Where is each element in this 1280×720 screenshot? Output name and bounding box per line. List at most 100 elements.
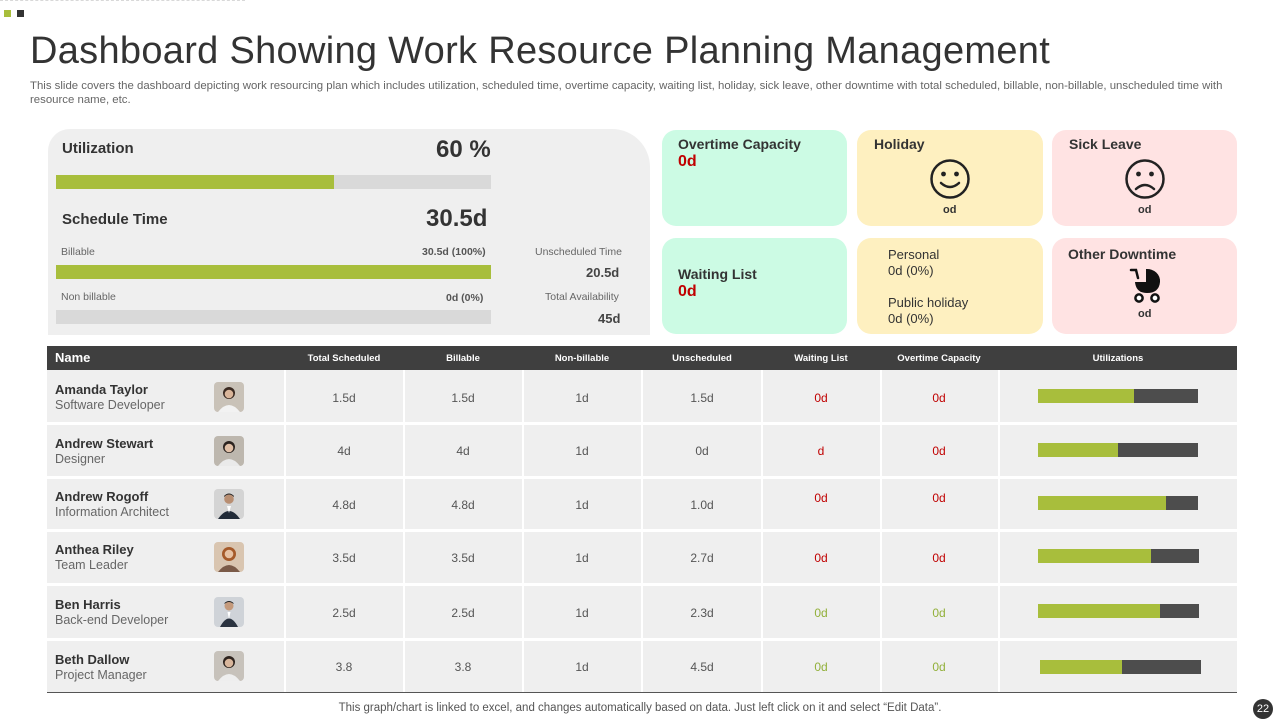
- resource-name: Amanda Taylor: [55, 382, 148, 397]
- dark-square: [17, 10, 24, 17]
- total-scheduled-cell: 4d: [337, 444, 351, 458]
- stroller-icon: [1127, 266, 1165, 304]
- resource-name: Anthea Riley: [55, 542, 134, 557]
- public-holiday-label: Public holiday: [888, 295, 969, 310]
- utilization-label: Utilization: [62, 140, 134, 157]
- waiting-list-cell: 0d: [814, 391, 828, 405]
- overtime-capacity-cell: 0d: [932, 660, 946, 674]
- total-scheduled-cell: 2.5d: [332, 606, 356, 620]
- public-holiday-value: 0d (0%): [888, 311, 934, 326]
- billable-bar-fill: [56, 265, 491, 279]
- column-header-waiting-list: Waiting List: [794, 353, 848, 364]
- total-scheduled-cell: 4.8d: [332, 498, 356, 512]
- waiting-list-cell: d: [817, 444, 825, 458]
- unscheduled-cell: 0d: [695, 444, 709, 458]
- column-divider: [641, 370, 643, 692]
- column-divider: [284, 370, 286, 692]
- column-divider: [522, 370, 524, 692]
- nonbillable-label: Non billable: [61, 291, 116, 303]
- holiday-title: Holiday: [874, 136, 925, 152]
- avatar: [214, 382, 244, 412]
- holiday-tile: [857, 130, 1043, 226]
- waiting-list-cell: 0d: [814, 551, 828, 565]
- billable-label: Billable: [61, 246, 95, 258]
- unscheduled-cell: 2.3d: [690, 606, 714, 620]
- waiting-list-cell: 0d: [814, 606, 828, 620]
- overtime-capacity-cell: 0d: [932, 444, 946, 458]
- total-availability-value: 45d: [598, 311, 621, 326]
- avatar: [214, 651, 244, 681]
- footer-note: This graph/chart is linked to excel, and…: [338, 702, 942, 714]
- resource-role: Project Manager: [55, 668, 147, 682]
- column-divider: [880, 370, 882, 692]
- unscheduled-time-label: Unscheduled Time: [535, 246, 622, 258]
- utilization-value: 60 %: [436, 136, 491, 163]
- utilization-bar: [56, 175, 491, 189]
- utilization-bar-fill: [1038, 549, 1151, 563]
- resource-name: Ben Harris: [55, 597, 121, 612]
- avatar: [214, 597, 244, 627]
- smile-icon: [929, 158, 971, 200]
- nonbillable-bar: [56, 310, 491, 324]
- utilization-bar-fill: [1038, 389, 1134, 403]
- nonbillable-cell: 1d: [575, 551, 589, 565]
- avatar: [214, 436, 244, 466]
- waiting-list-value: 0d: [678, 283, 697, 300]
- utilization-bar: [1040, 660, 1201, 674]
- page-subtitle: This slide covers the dashboard depictin…: [30, 80, 1223, 106]
- avatar: [214, 542, 244, 572]
- utilization-bar-fill: [1038, 604, 1161, 618]
- waiting-list-cell: 0d: [814, 660, 828, 674]
- utilization-bar: [1038, 604, 1199, 618]
- column-divider: [761, 370, 763, 692]
- resource-role: Information Architect: [55, 505, 169, 519]
- other-downtime-value: od: [1138, 308, 1152, 320]
- sick-leave-tile: [1052, 130, 1237, 226]
- billable-bar: [56, 265, 491, 279]
- nonbillable-cell: 1d: [575, 498, 589, 512]
- page-title: Dashboard Showing Work Resource Planning…: [30, 30, 1051, 72]
- column-header-nonbillable: Non-billable: [554, 353, 610, 364]
- billable-cell: 3.5d: [451, 551, 475, 565]
- waiting-list-cell: 0d: [814, 491, 828, 505]
- other-downtime-title: Other Downtime: [1068, 246, 1177, 262]
- column-divider: [403, 370, 405, 692]
- unscheduled-cell: 1.0d: [690, 498, 714, 512]
- table-header: [47, 346, 1237, 370]
- utilization-panel: [48, 129, 650, 335]
- overtime-capacity-cell: 0d: [932, 551, 946, 565]
- table-bottom-border: [47, 692, 1237, 693]
- unscheduled-time-value: 20.5d: [586, 265, 620, 280]
- top-dashed-line: [0, 0, 245, 1]
- billable-value: 30.5d (100%): [422, 246, 486, 258]
- total-availability-label: Total Availability: [545, 291, 619, 303]
- holiday-value: od: [943, 204, 957, 216]
- schedule-time-value: 30.5d: [426, 205, 488, 232]
- nonbillable-cell: 1d: [575, 391, 589, 405]
- nonbillable-value: 0d (0%): [446, 292, 484, 304]
- billable-cell: 1.5d: [451, 391, 475, 405]
- sick-leave-value: od: [1138, 204, 1152, 216]
- overtime-capacity-cell: 0d: [932, 491, 946, 505]
- leave-breakdown-tile: [857, 238, 1043, 334]
- waiting-list-tile: [662, 238, 847, 334]
- waiting-list-title: Waiting List: [678, 266, 757, 282]
- resource-role: Designer: [55, 452, 106, 466]
- resource-role: Software Developer: [55, 398, 165, 412]
- column-header-unscheduled: Unscheduled: [672, 353, 732, 364]
- unscheduled-cell: 1.5d: [690, 391, 714, 405]
- unscheduled-cell: 4.5d: [690, 660, 714, 674]
- utilization-bar: [1038, 496, 1198, 510]
- sick-leave-title: Sick Leave: [1069, 136, 1142, 152]
- utilization-bar-fill: [1038, 443, 1118, 457]
- overtime-capacity-cell: 0d: [932, 391, 946, 405]
- resource-role: Back-end Developer: [55, 613, 169, 627]
- billable-cell: 4d: [456, 444, 470, 458]
- personal-label: Personal: [888, 247, 940, 262]
- utilization-bar-fill: [1040, 660, 1123, 674]
- schedule-time-label: Schedule Time: [62, 211, 168, 228]
- utilization-bar: [1038, 443, 1198, 457]
- utilization-bar-fill: [1038, 496, 1166, 510]
- page-number: 22: [1253, 699, 1273, 719]
- overtime-capacity-title: Overtime Capacity: [678, 136, 801, 152]
